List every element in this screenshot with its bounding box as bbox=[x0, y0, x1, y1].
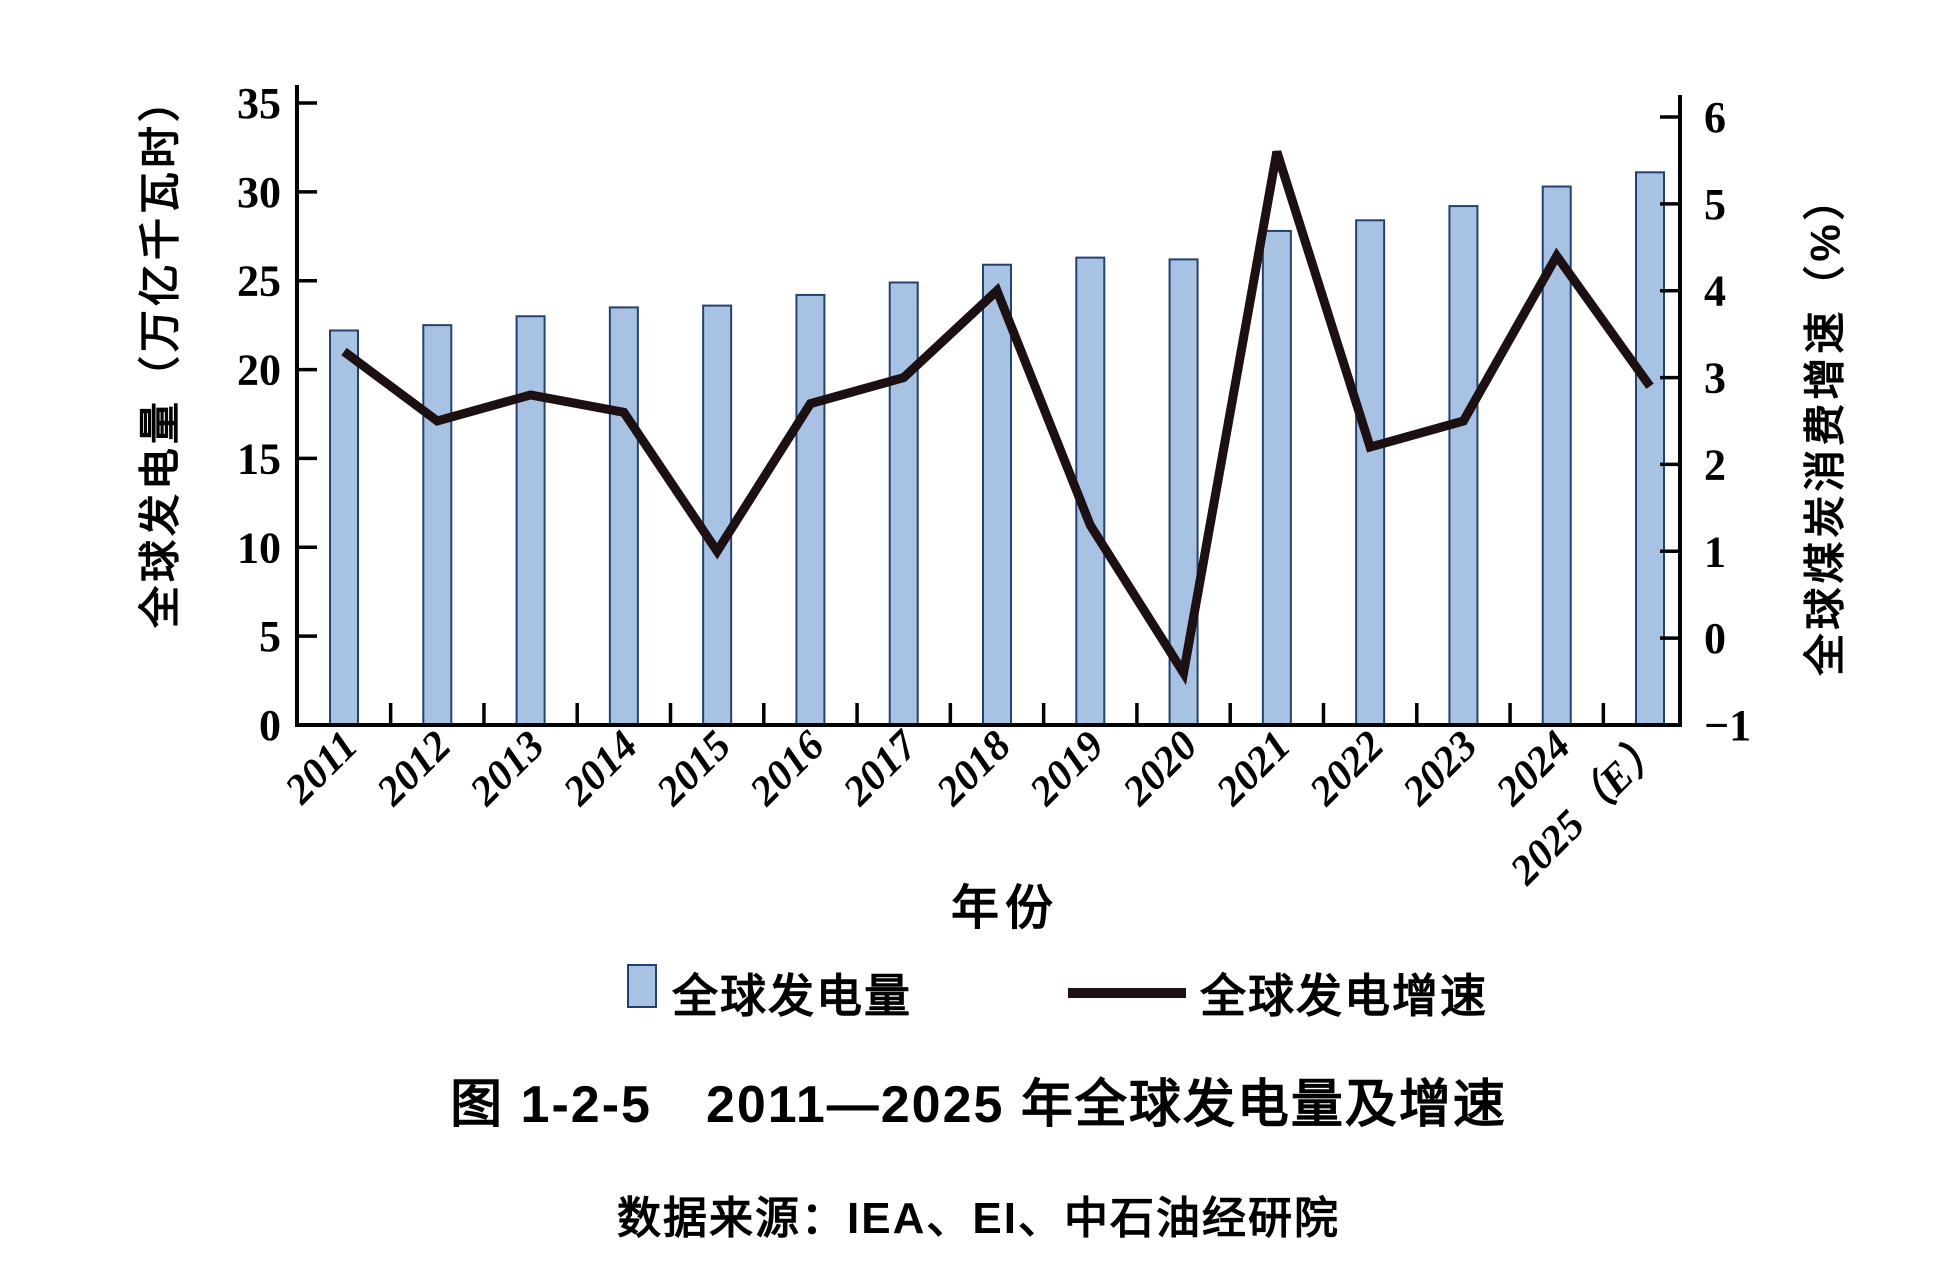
x-category-label-2011: 2011 bbox=[276, 723, 367, 814]
axes-group bbox=[295, 85, 1682, 727]
right-tick-label-2: 2 bbox=[1704, 440, 1726, 489]
growth-line bbox=[341, 150, 1654, 686]
x-category-label-2019: 2019 bbox=[1021, 723, 1114, 816]
legend-line-label: 全球发电增速 bbox=[1200, 970, 1488, 1022]
right-tick-label-6: 6 bbox=[1704, 93, 1726, 142]
bar-2023 bbox=[1448, 205, 1479, 726]
bars-group bbox=[329, 171, 1665, 727]
x-category-label-2021: 2021 bbox=[1207, 723, 1300, 816]
x-category-label-2018: 2018 bbox=[927, 723, 1020, 816]
x-category-label-2023: 2023 bbox=[1394, 723, 1487, 816]
bar-2013 bbox=[515, 315, 546, 726]
x-category-label-2013: 2013 bbox=[461, 723, 554, 816]
right-tick-label-1: 1 bbox=[1704, 527, 1726, 576]
left-tick-label-5: 5 bbox=[259, 612, 281, 661]
bar-2012 bbox=[422, 324, 453, 726]
x-category-label-2020: 2020 bbox=[1114, 723, 1207, 816]
legend-bar-swatch bbox=[627, 964, 657, 1008]
x-category-label-2015: 2015 bbox=[648, 723, 741, 816]
bar-2025（E） bbox=[1635, 171, 1665, 726]
left-tick-label-20: 20 bbox=[237, 346, 281, 395]
left-tick-label-35: 35 bbox=[237, 79, 281, 128]
x-category-label-2022: 2022 bbox=[1301, 723, 1394, 816]
figure-title: 图 1-2-5 2011—2025 年全球发电量及增速 bbox=[450, 1076, 1507, 1134]
left-tick-label-10: 10 bbox=[237, 523, 281, 572]
bar-2014 bbox=[608, 306, 639, 726]
bar-2016 bbox=[795, 293, 826, 726]
legend: 全球发电量 全球发电增速 bbox=[0, 0, 1957, 1022]
x-category-label-2017: 2017 bbox=[834, 721, 928, 815]
x-category-label-2014: 2014 bbox=[554, 723, 647, 816]
right-tick-label--1: −1 bbox=[1704, 701, 1751, 750]
legend-bar-label: 全球发电量 bbox=[672, 970, 912, 1022]
bar-2011 bbox=[329, 329, 359, 726]
right-tick-label-3: 3 bbox=[1704, 354, 1726, 403]
growth-line-group bbox=[341, 150, 1654, 686]
x-category-label-2012: 2012 bbox=[368, 723, 461, 816]
left-tick-label-0: 0 bbox=[259, 701, 281, 750]
right-axis-title: 全球煤炭消费增速（%） bbox=[1801, 174, 1849, 676]
right-tick-label-4: 4 bbox=[1704, 267, 1726, 316]
right-tick-label-0: 0 bbox=[1704, 614, 1726, 663]
left-tick-label-15: 15 bbox=[237, 434, 281, 483]
bar-2018 bbox=[982, 263, 1012, 726]
bar-2017 bbox=[888, 281, 919, 726]
figure-source: 数据来源：IEA、EI、中石油经研院 bbox=[617, 1194, 1340, 1243]
left-axis-title: 全球发电量（万亿千瓦时） bbox=[136, 75, 184, 629]
x-category-label-2016: 2016 bbox=[741, 723, 834, 816]
left-tick-label-30: 30 bbox=[237, 168, 281, 217]
x-axis-title: 年份 bbox=[950, 882, 1060, 935]
bar-2015 bbox=[702, 304, 733, 726]
bar-2022 bbox=[1355, 219, 1386, 726]
left-tick-label-25: 25 bbox=[237, 257, 281, 306]
right-tick-label-5: 5 bbox=[1704, 180, 1726, 229]
bar-2021 bbox=[1261, 229, 1292, 726]
legend-line-swatch bbox=[1068, 988, 1186, 998]
